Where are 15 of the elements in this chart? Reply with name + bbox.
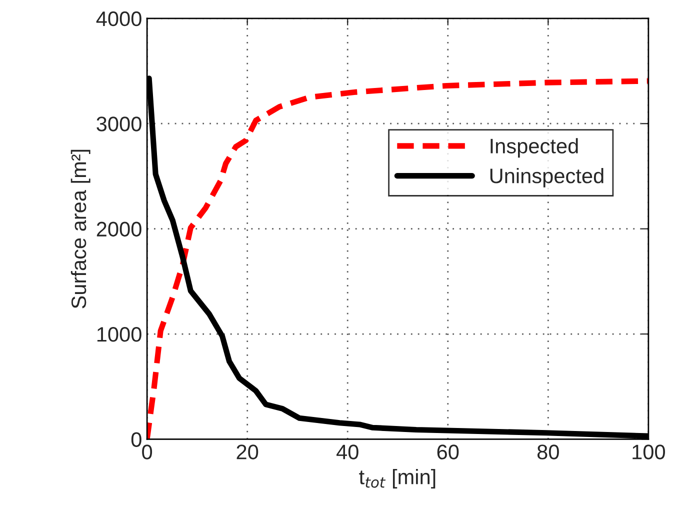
legend-label: Inspected <box>490 138 578 158</box>
x-tick-label: 100 <box>632 444 665 460</box>
y-tick-label: 3000 <box>96 116 142 132</box>
y-tick-label: 0 <box>131 432 142 447</box>
x-axis-title: t$_{tot}$ [min] <box>359 469 436 488</box>
legend-label: Uninspected <box>490 168 604 188</box>
y-tick-label: 1000 <box>97 327 142 342</box>
y-tick-label: 4000 <box>96 11 142 26</box>
x-tick-label: 0 <box>142 444 152 460</box>
x-tick-label: 80 <box>537 444 559 460</box>
y-tick-label: 2000 <box>96 222 142 237</box>
x-tick-label: 20 <box>236 444 258 460</box>
y-axis-title: Surface area [m²] <box>70 150 90 308</box>
x-tick-label: 40 <box>336 444 358 460</box>
x-tick-label: 60 <box>437 444 459 460</box>
